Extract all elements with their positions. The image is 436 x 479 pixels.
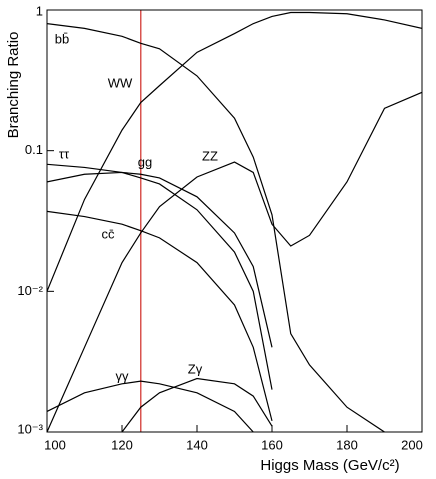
- curve-label: gg: [138, 154, 152, 169]
- plot-frame: [46, 9, 423, 433]
- curve-label: bb̄: [55, 31, 69, 46]
- curve: [47, 91, 422, 432]
- curve-label: γγ: [116, 368, 130, 383]
- curve-label: ZZ: [202, 148, 218, 163]
- curve: [47, 380, 254, 432]
- curve-label: WW: [108, 75, 133, 90]
- x-tick-label: 120: [111, 437, 133, 452]
- curve: [47, 210, 273, 422]
- curve: [47, 163, 273, 390]
- x-axis-title: Higgs Mass (GeV/c²): [260, 457, 399, 474]
- curve: [47, 171, 273, 348]
- x-tick-label: 200: [401, 437, 423, 452]
- y-tick-label: 10⁻²: [17, 283, 43, 298]
- curve-label: cc̄: [102, 226, 116, 241]
- x-tick-label: 100: [44, 437, 66, 452]
- x-tick-label: 160: [261, 437, 283, 452]
- y-tick-label: 1: [36, 3, 43, 18]
- x-tick-label: 180: [336, 437, 358, 452]
- curve: [47, 11, 422, 292]
- curve-label: Zγ: [188, 361, 203, 376]
- y-axis-title: Branching Ratio: [5, 32, 22, 139]
- curve: [121, 377, 273, 432]
- curve-label: ττ: [59, 146, 70, 161]
- x-tick-label: 140: [186, 437, 208, 452]
- curve: [47, 23, 385, 432]
- y-tick-label: 0.1: [25, 142, 43, 157]
- y-tick-label: 10⁻³: [17, 421, 43, 436]
